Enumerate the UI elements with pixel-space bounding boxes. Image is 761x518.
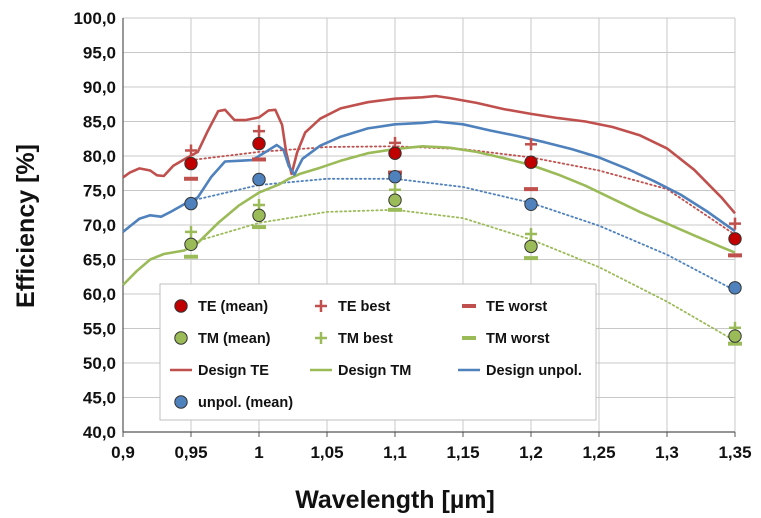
legend-label: unpol. (mean) (198, 395, 293, 411)
point-te-mean (728, 232, 742, 246)
legend-box (159, 283, 597, 421)
legend-label: Design TM (338, 363, 411, 379)
point-unpol-mean (184, 196, 198, 211)
series-line-design-te (122, 94, 736, 215)
x-tick-label: 1,25 (582, 443, 615, 462)
point-tm-best (185, 225, 197, 238)
legend-label: TE worst (486, 299, 547, 315)
trendline-te (190, 145, 736, 236)
point-te-best (253, 125, 265, 138)
trendline-tm (190, 208, 736, 342)
legend-item: TM best (315, 331, 393, 347)
legend-item: TE best (315, 299, 391, 315)
y-tick-label: 45,0 (83, 389, 116, 408)
point-tm-mean (252, 208, 266, 223)
point-te-worst (524, 187, 538, 192)
point-te-worst (184, 176, 198, 181)
x-tick-label: 1,2 (519, 443, 543, 462)
y-tick-label: 55,0 (83, 320, 116, 339)
point-te-best (525, 138, 537, 151)
x-tick-label: 0,9 (111, 443, 135, 462)
legend-swatch-marker (462, 304, 476, 308)
point-tm-worst (184, 254, 198, 259)
legend-item: TM (mean) (174, 331, 271, 347)
point-tm-worst (728, 341, 742, 346)
y-tick-label: 85,0 (83, 113, 116, 132)
y-tick-label: 80,0 (83, 147, 116, 166)
x-tick-label: 1 (254, 443, 263, 462)
legend-swatch-marker (315, 300, 327, 312)
y-tick-label: 90,0 (83, 78, 116, 97)
trendlines (190, 145, 736, 342)
y-tick-label: 70,0 (83, 216, 116, 235)
legend-label: TE (mean) (198, 299, 268, 315)
y-tick-label: 60,0 (83, 285, 116, 304)
series-line-design-unpol- (122, 120, 736, 233)
series-line-design-tm (122, 145, 736, 286)
y-axis-title: Efficiency [%] (12, 144, 40, 308)
legend-item: TE worst (462, 299, 547, 315)
x-tick-label: 0,95 (174, 443, 207, 462)
point-unpol-mean (728, 281, 742, 295)
axes: 40,0 45,0 50,0 55,0 60,0 65,0 70,0 75,0 80,0 85,0… (73, 9, 751, 462)
legend-item: TM worst (462, 331, 550, 347)
point-te-mean (524, 155, 538, 169)
point-unpol-mean (524, 197, 538, 212)
legend-item: unpol. (mean) (174, 395, 293, 411)
legend-swatch-marker (174, 299, 188, 313)
point-te-best (185, 144, 197, 157)
legend-swatch-marker (315, 332, 327, 344)
point-unpol-mean (252, 172, 266, 187)
point-tm-worst (252, 225, 266, 230)
legend-label: TM worst (486, 331, 550, 347)
measurement-markers (184, 125, 742, 346)
x-tick-label: 1,3 (655, 443, 679, 462)
y-tick-label: 75,0 (83, 182, 116, 201)
legend-label: Design TE (198, 363, 269, 379)
point-te-mean (388, 146, 402, 160)
point-tm-worst (524, 256, 538, 261)
legend-label: TM best (338, 331, 393, 347)
x-axis-title: Wavelength [µm] (295, 486, 495, 514)
point-tm-mean (184, 237, 198, 252)
trendline-unpol (190, 177, 736, 292)
point-te-worst (728, 253, 742, 258)
legend-swatch-marker (174, 395, 188, 409)
point-tm-mean (524, 239, 538, 254)
legend-swatch-marker (462, 336, 476, 340)
point-unpol-mean (388, 170, 402, 184)
x-tick-label: 1,15 (446, 443, 479, 462)
point-tm-worst (388, 207, 402, 212)
legend-item: Design TM (310, 363, 411, 379)
legend-item: TE (mean) (174, 299, 268, 315)
y-tick-label: 100,0 (73, 9, 116, 28)
x-tick-label: 1,1 (383, 443, 407, 462)
legend-swatch-marker (174, 331, 188, 345)
point-te-mean (252, 136, 266, 151)
point-tm-best (525, 227, 537, 240)
y-tick-label: 40,0 (83, 423, 116, 442)
y-tick-label: 50,0 (83, 354, 116, 373)
legend-item: Design unpol. (458, 363, 582, 379)
legend-label: Design unpol. (486, 363, 582, 379)
point-tm-mean (728, 329, 742, 343)
point-te-mean (184, 156, 198, 171)
point-te-worst (252, 157, 266, 162)
legend-item: Design TE (170, 363, 269, 379)
y-tick-label: 65,0 (83, 251, 116, 270)
x-tick-label: 1,05 (310, 443, 343, 462)
legend: TE (mean) TE best TE worst TM (mean) TM best… (159, 283, 597, 421)
point-te-best (729, 217, 741, 230)
x-tick-label: 1,35 (718, 443, 751, 462)
legend-label: TM (mean) (198, 331, 271, 347)
legend-label: TE best (338, 299, 391, 315)
point-tm-mean (388, 193, 402, 207)
y-tick-label: 95,0 (83, 44, 116, 63)
